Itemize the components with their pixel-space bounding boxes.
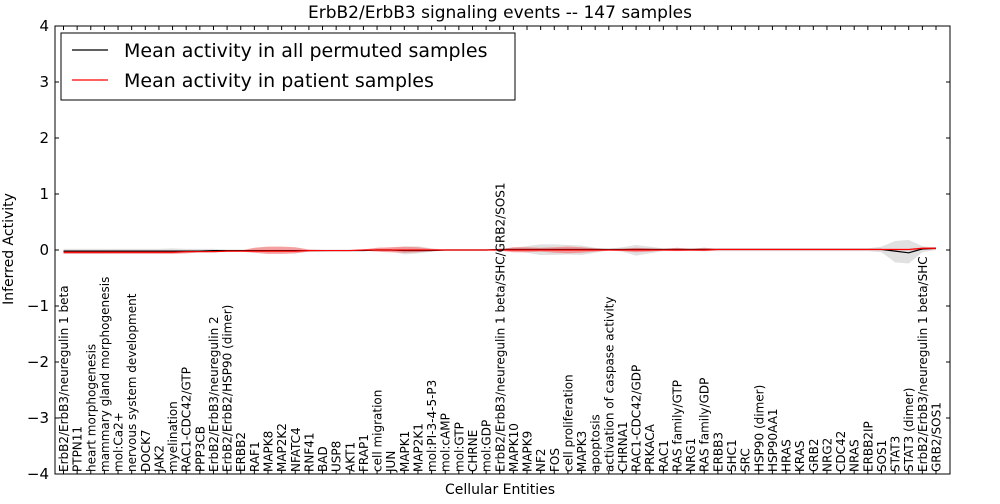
- x-tick-label: STAT3: [889, 436, 903, 472]
- legend-label-permuted: Mean activity in all permuted samples: [124, 40, 487, 62]
- x-tick-label: AKT1: [343, 442, 357, 472]
- x-tick-label: CHRNE: [466, 430, 480, 472]
- x-tick-label: MAPK1: [398, 431, 412, 472]
- x-tick-label: myelination: [166, 401, 180, 472]
- legend-label-patient: Mean activity in patient samples: [124, 70, 434, 92]
- legend: Mean activity in all permuted samples Me…: [60, 32, 516, 101]
- chart-title: ErbB2/ErbB3 signaling events -- 147 samp…: [308, 3, 692, 23]
- x-tick-label: JUN: [384, 451, 398, 473]
- x-tick-label: mol:GDP: [480, 420, 494, 472]
- y-tick-label: −1: [27, 297, 49, 315]
- x-tick-label: ERBB2: [234, 432, 248, 472]
- x-tick-label: mol:Ca2+: [112, 412, 126, 472]
- x-tick-label: RAS family/GTP: [670, 380, 684, 472]
- x-tick-label: mammary gland morphogenesis: [98, 277, 112, 472]
- x-tick-label: GRB2/SOS1: [930, 402, 944, 472]
- patient-mean-line: [63, 247, 936, 253]
- x-tick-label: CDC42: [834, 431, 848, 472]
- x-tick-label: USP8: [330, 441, 344, 472]
- x-tick-label: PRKACA: [643, 423, 657, 472]
- x-tick-label: HRAS: [780, 439, 794, 472]
- x-tick-label: ErbB2/ErbB2/HSP90 (dimer): [221, 305, 235, 472]
- y-tick-label: 1: [39, 185, 49, 203]
- x-tick-label: DOCK7: [139, 429, 153, 472]
- x-tick-label: activation of caspase activity: [602, 297, 616, 472]
- x-tick-label: NRG2: [820, 438, 834, 472]
- legend-box: [60, 32, 516, 101]
- x-tick-label: STAT3 (dimer): [902, 388, 916, 472]
- x-tick-label: JAK2: [152, 445, 166, 473]
- x-axis-label: Cellular Entities: [445, 482, 555, 498]
- x-tick-label: cell proliferation: [561, 374, 575, 472]
- x-tick-label: mol:PI-3-4-5-P3: [425, 380, 439, 472]
- x-tick-label: ErbB2/ErbB3/neuregulin 2: [207, 316, 221, 472]
- x-tick-labels: ErbB2/ErbB3/neuregulin 1 beta PTPN11 heart…: [57, 182, 944, 473]
- x-tick-label: HSP90AA1: [766, 408, 780, 472]
- x-tick-label: PTPN11: [71, 426, 85, 472]
- x-tick-label: SRC: [739, 448, 753, 472]
- x-tick-label: SOS1: [875, 440, 889, 472]
- x-tick-label: ErbB2/ErbB3/neuregulin 1 beta/SHC: [916, 256, 930, 472]
- x-tick-label: PPP3CB: [193, 426, 207, 472]
- x-tick-label: FOS: [548, 448, 562, 472]
- x-tick-label: MAPK3: [575, 431, 589, 472]
- x-tick-label: apoptosis: [589, 414, 603, 472]
- x-tick-label: SHC1: [725, 439, 739, 472]
- y-tick-label: −2: [27, 353, 49, 371]
- x-tick-label: NRAS: [848, 439, 862, 472]
- y-tick-label: 3: [39, 73, 49, 91]
- x-tick-label: mol:GTP: [452, 422, 466, 472]
- x-tick-label: GRB2: [807, 438, 821, 472]
- y-tick-label: 0: [39, 241, 49, 259]
- x-tick-label: HSP90 (dimer): [752, 385, 766, 472]
- x-tick-label: BAD: [316, 446, 330, 472]
- x-tick-label: KRAS: [793, 440, 807, 472]
- x-tick-label: NF2: [534, 448, 548, 472]
- y-tick-label: 4: [39, 17, 49, 35]
- x-tick-label: RAS family/GDP: [698, 378, 712, 472]
- x-tick-label: ErbB2/ErbB3/neuregulin 1 beta/SHC/GRB2/S…: [493, 182, 507, 472]
- x-tick-label: ERBB3: [711, 432, 725, 472]
- x-tick-label: MAP2K2: [275, 423, 289, 472]
- x-tick-label: mol:cAMP: [439, 413, 453, 472]
- x-tick-label: heart morphogenesis: [84, 344, 98, 472]
- x-tick-label: NFATC4: [289, 427, 303, 472]
- y-tick-label: 2: [39, 129, 49, 147]
- ticks-layer: −4 −3 −2 −1 0 1 2 3 4: [27, 17, 950, 483]
- y-tick-label: −3: [27, 409, 49, 427]
- plot-frame: [54, 25, 951, 475]
- x-tick-label: RAC1-CDC42/GDP: [630, 365, 644, 472]
- x-tick-label: nervous system development: [125, 293, 139, 472]
- y-tick-label: −4: [27, 465, 49, 483]
- x-tick-label: MAPK10: [507, 423, 521, 472]
- x-tick-label: RAF1: [248, 441, 262, 472]
- x-tick-label: RAC1-CDC42/GTP: [180, 367, 194, 472]
- x-tick-label: ErbB2/ErbB3/neuregulin 1 beta: [57, 285, 71, 472]
- x-tick-label: MAPK9: [521, 431, 535, 472]
- x-tick-label: NRG1: [684, 438, 698, 472]
- x-tick-label: MAPK8: [261, 431, 275, 472]
- x-tick-label: RAC1: [657, 440, 671, 472]
- lines-layer: [63, 247, 937, 254]
- x-tick-label: ERBB2IP: [861, 421, 875, 472]
- x-tick-label: FRAP1: [357, 434, 371, 472]
- x-tick-label: MAP2K1: [411, 423, 425, 472]
- y-axis-label: Inferred Activity: [1, 193, 17, 305]
- x-tick-label: RNF41: [302, 433, 316, 473]
- x-tick-label: CHRNA1: [616, 421, 630, 472]
- x-tick-label: cell migration: [371, 390, 385, 472]
